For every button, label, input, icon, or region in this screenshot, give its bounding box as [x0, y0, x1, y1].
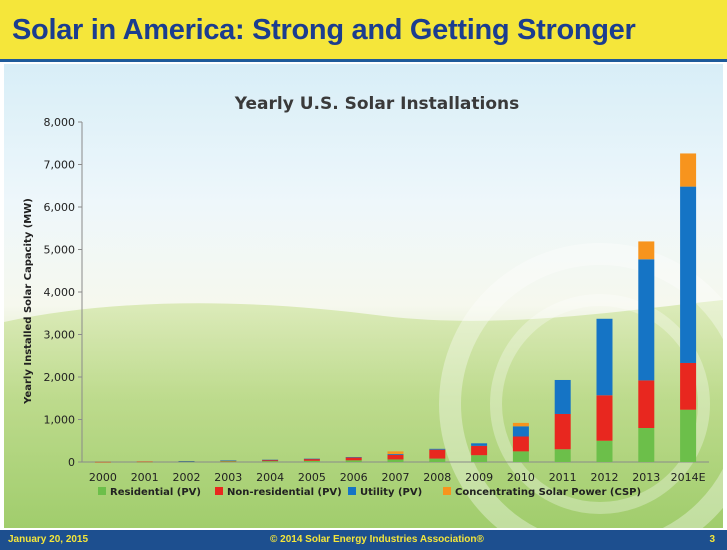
legend-swatch — [443, 487, 451, 495]
slide-content: Yearly U.S. Solar Installations Yearly I… — [4, 64, 723, 528]
x-tick-label: 2014E — [671, 471, 706, 484]
bar-segment — [94, 461, 111, 463]
x-tick-label: 2009 — [465, 471, 493, 484]
bar-segment — [680, 153, 697, 187]
x-tick-label: 2007 — [382, 471, 410, 484]
legend: Residential (PV) Non-residential (PV) Util… — [98, 487, 641, 498]
title-band: Solar in America: Strong and Getting Str… — [0, 0, 727, 62]
bar-segment — [596, 440, 613, 462]
chart: Yearly U.S. Solar Installations Yearly I… — [4, 94, 723, 528]
bar-segment — [471, 455, 488, 462]
bar-segment — [596, 395, 613, 441]
bar-segment — [387, 451, 404, 454]
y-tick-label: 2,000 — [44, 371, 76, 384]
bar-segment — [554, 413, 571, 450]
bar-segment — [596, 318, 613, 396]
legend-label: Residential (PV) — [110, 487, 201, 498]
bar-segment — [471, 443, 488, 446]
bar-segment — [638, 259, 655, 381]
bar-segment — [136, 461, 153, 463]
y-axis-label: Yearly Installed Solar Capacity (MW) — [23, 198, 34, 405]
legend-swatch — [215, 487, 223, 495]
y-tick-label: 5,000 — [44, 244, 76, 257]
bar-segment — [220, 461, 237, 462]
legend-swatch — [348, 487, 356, 495]
page-number: 3 — [709, 534, 715, 545]
bar-segment — [178, 461, 195, 462]
bar-segment — [512, 451, 529, 462]
bars — [94, 153, 697, 463]
y-tick-labels: 0 1,000 2,000 3,000 4,000 5,000 6,000 7,000 8,00… — [44, 116, 82, 469]
bar-segment — [471, 445, 488, 456]
bar-segment — [512, 422, 529, 427]
bar-segment — [512, 436, 529, 452]
x-tick-label: 2011 — [549, 471, 577, 484]
background-scenery — [4, 243, 723, 528]
bar-segment — [345, 457, 362, 461]
y-tick-label: 1,000 — [44, 414, 76, 427]
bar-segment — [638, 380, 655, 428]
slide-title: Solar in America: Strong and Getting Str… — [12, 14, 636, 46]
x-tick-label: 2013 — [632, 471, 660, 484]
bar-segment — [680, 409, 697, 462]
bar-segment — [638, 428, 655, 462]
bar-segment — [220, 460, 237, 461]
y-tick-label: 6,000 — [44, 201, 76, 214]
x-tick-label: 2012 — [591, 471, 619, 484]
bar-segment — [429, 458, 446, 462]
bar-segment — [387, 459, 404, 462]
bar-segment — [262, 459, 279, 462]
bar-segment — [680, 186, 697, 363]
bar-segment — [387, 453, 404, 455]
bar-segment — [220, 460, 237, 462]
chart-title: Yearly U.S. Solar Installations — [234, 94, 520, 114]
bar-segment — [303, 458, 320, 461]
bar-segment — [512, 426, 529, 437]
legend-label: Utility (PV) — [360, 487, 422, 498]
bar-segment — [429, 448, 446, 450]
bar-segment — [638, 241, 655, 260]
x-tick-label: 2002 — [173, 471, 201, 484]
bar-segment — [387, 454, 404, 460]
x-tick-label: 2005 — [298, 471, 326, 484]
bar-segment — [429, 449, 446, 459]
bar-segment — [345, 457, 362, 458]
y-tick-label: 7,000 — [44, 159, 76, 172]
x-tick-label: 2000 — [89, 471, 117, 484]
y-tick-label: 0 — [68, 456, 75, 469]
footer-date: January 20, 2015 — [8, 534, 89, 545]
legend-label: Non-residential (PV) — [227, 487, 342, 498]
bar-segment — [262, 459, 279, 461]
bar-segment — [345, 460, 362, 462]
legend-label: Concentrating Solar Power (CSP) — [455, 487, 641, 498]
footer-copyright: © 2014 Solar Energy Industries Associati… — [270, 534, 484, 545]
x-tick-labels: 2000 2001 2002 2003 2004 2005 2006 2007 2008 2009… — [89, 471, 706, 484]
bar-segment — [262, 461, 279, 462]
x-tick-label: 2006 — [340, 471, 368, 484]
bar-segment — [303, 458, 320, 460]
y-tick-label: 3,000 — [44, 329, 76, 342]
x-tick-label: 2004 — [256, 471, 284, 484]
bar-segment — [554, 379, 571, 414]
footer: January 20, 2015 © 2014 Solar Energy Ind… — [0, 530, 727, 550]
y-tick-label: 4,000 — [44, 286, 76, 299]
x-tick-label: 2003 — [214, 471, 242, 484]
bar-segment — [554, 449, 571, 462]
bar-segment — [303, 460, 320, 462]
bar-segment — [178, 461, 195, 463]
x-tick-label: 2001 — [131, 471, 159, 484]
y-tick-label: 8,000 — [44, 116, 76, 129]
x-tick-label: 2008 — [423, 471, 451, 484]
legend-swatch — [98, 487, 106, 495]
bar-segment — [680, 362, 697, 410]
x-tick-label: 2010 — [507, 471, 535, 484]
